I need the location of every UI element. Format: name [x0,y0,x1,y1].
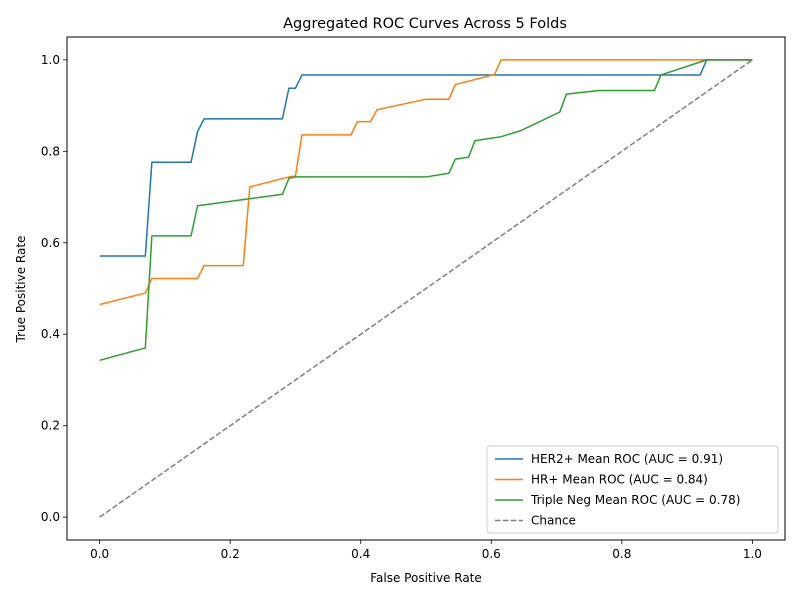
y-tick-label: 0.0 [41,510,60,524]
x-tick-label: 0.6 [482,547,501,561]
x-tick-label: 1.0 [743,547,762,561]
y-tick-label: 0.2 [41,419,60,433]
series-line-1 [99,59,753,306]
legend-label-3: Chance [531,514,576,528]
x-axis-label: False Positive Rate [370,571,482,585]
y-tick-label: 0.6 [41,236,60,250]
y-tick-label: 1.0 [41,53,60,67]
series-layer [99,59,753,518]
x-tick-label: 0.0 [90,547,109,561]
axes-frame [66,36,786,541]
series-line-2 [99,59,753,362]
y-tick-label: 0.8 [41,144,60,158]
y-tick-label: 0.4 [41,327,60,341]
x-tick-label: 0.8 [612,547,631,561]
legend-label-1: HR+ Mean ROC (AUC = 0.84) [531,473,708,487]
y-axis-ticks: 0.0 0.2 0.4 0.6 0.8 1.0 [41,53,67,524]
x-tick-label: 0.2 [221,547,240,561]
x-axis-ticks: 0.0 0.2 0.4 0.6 0.8 1.0 [90,540,762,561]
legend-label-2: Triple Neg Mean ROC (AUC = 0.78) [530,493,740,507]
legend-label-0: HER2+ Mean ROC (AUC = 0.91) [531,452,723,466]
x-tick-label: 0.4 [351,547,370,561]
legend-box [486,445,779,534]
legend: HER2+ Mean ROC (AUC = 0.91) HR+ Mean ROC … [486,445,779,534]
series-line-3 [99,59,753,518]
series-line-0 [99,59,753,257]
plot-area: 0.0 0.2 0.4 0.6 0.8 1.0 0.0 0.2 0.4 0.6 0.8 1.0 [41,36,786,561]
chart-title: Aggregated ROC Curves Across 5 Folds [283,16,567,32]
y-axis-label: True Positive Rate [14,236,28,344]
